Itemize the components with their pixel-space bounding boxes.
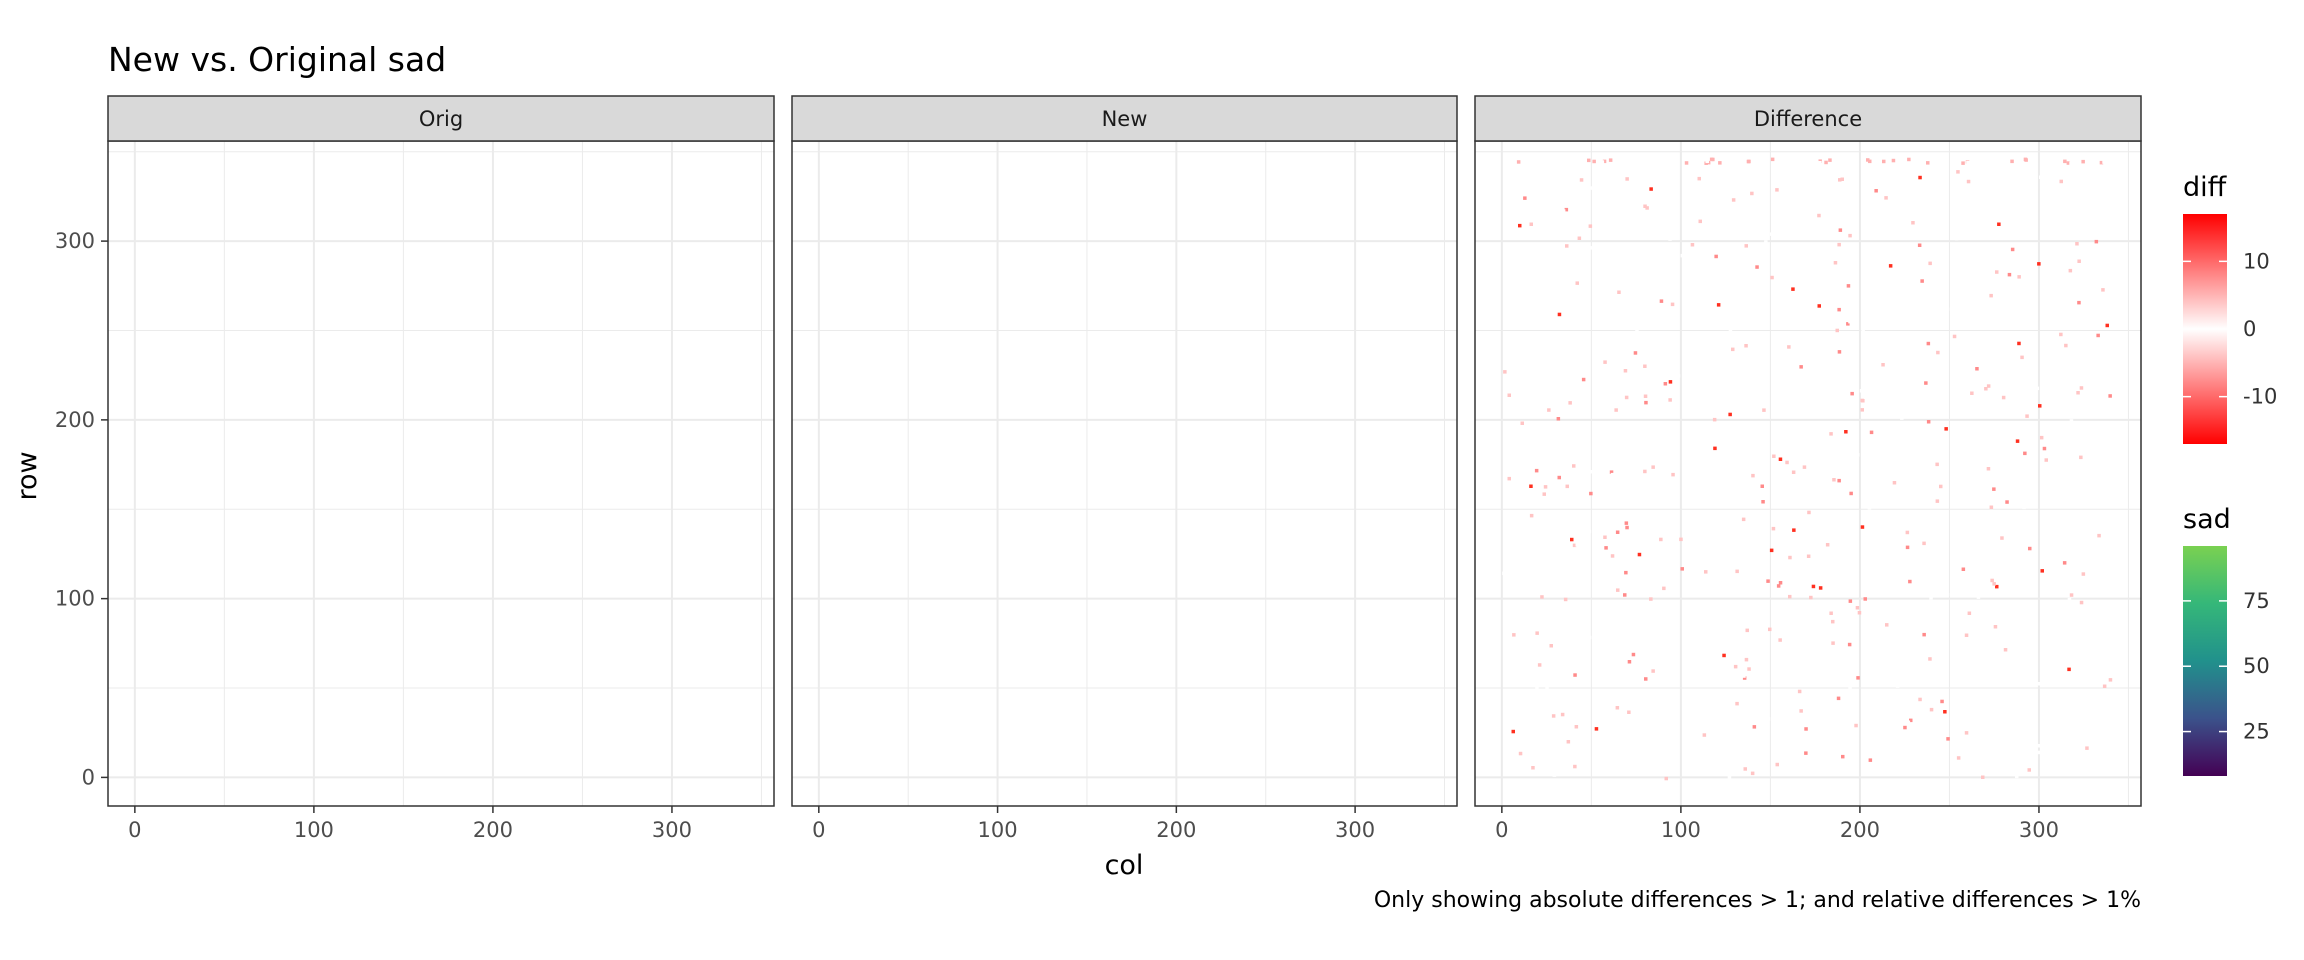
y-tick-label: 100 (55, 587, 95, 611)
chart-title: New vs. Original sad (108, 40, 447, 79)
panel-background (792, 141, 1457, 806)
panel-background (108, 141, 774, 806)
x-tick-label: 200 (473, 818, 513, 842)
panel-orig: Orig 0 100 200 300 0 100 200 300 (55, 95, 775, 842)
x-tick-label: 100 (294, 818, 334, 842)
y-tick-label: 200 (55, 408, 95, 432)
x-tick-label: 0 (128, 818, 141, 842)
y-tick-label: 300 (55, 229, 95, 253)
y-tick-label: 0 (82, 765, 95, 789)
facet-strip (107, 95, 775, 142)
facet-label: Orig (419, 107, 463, 131)
x-tick-label: 300 (652, 818, 692, 842)
